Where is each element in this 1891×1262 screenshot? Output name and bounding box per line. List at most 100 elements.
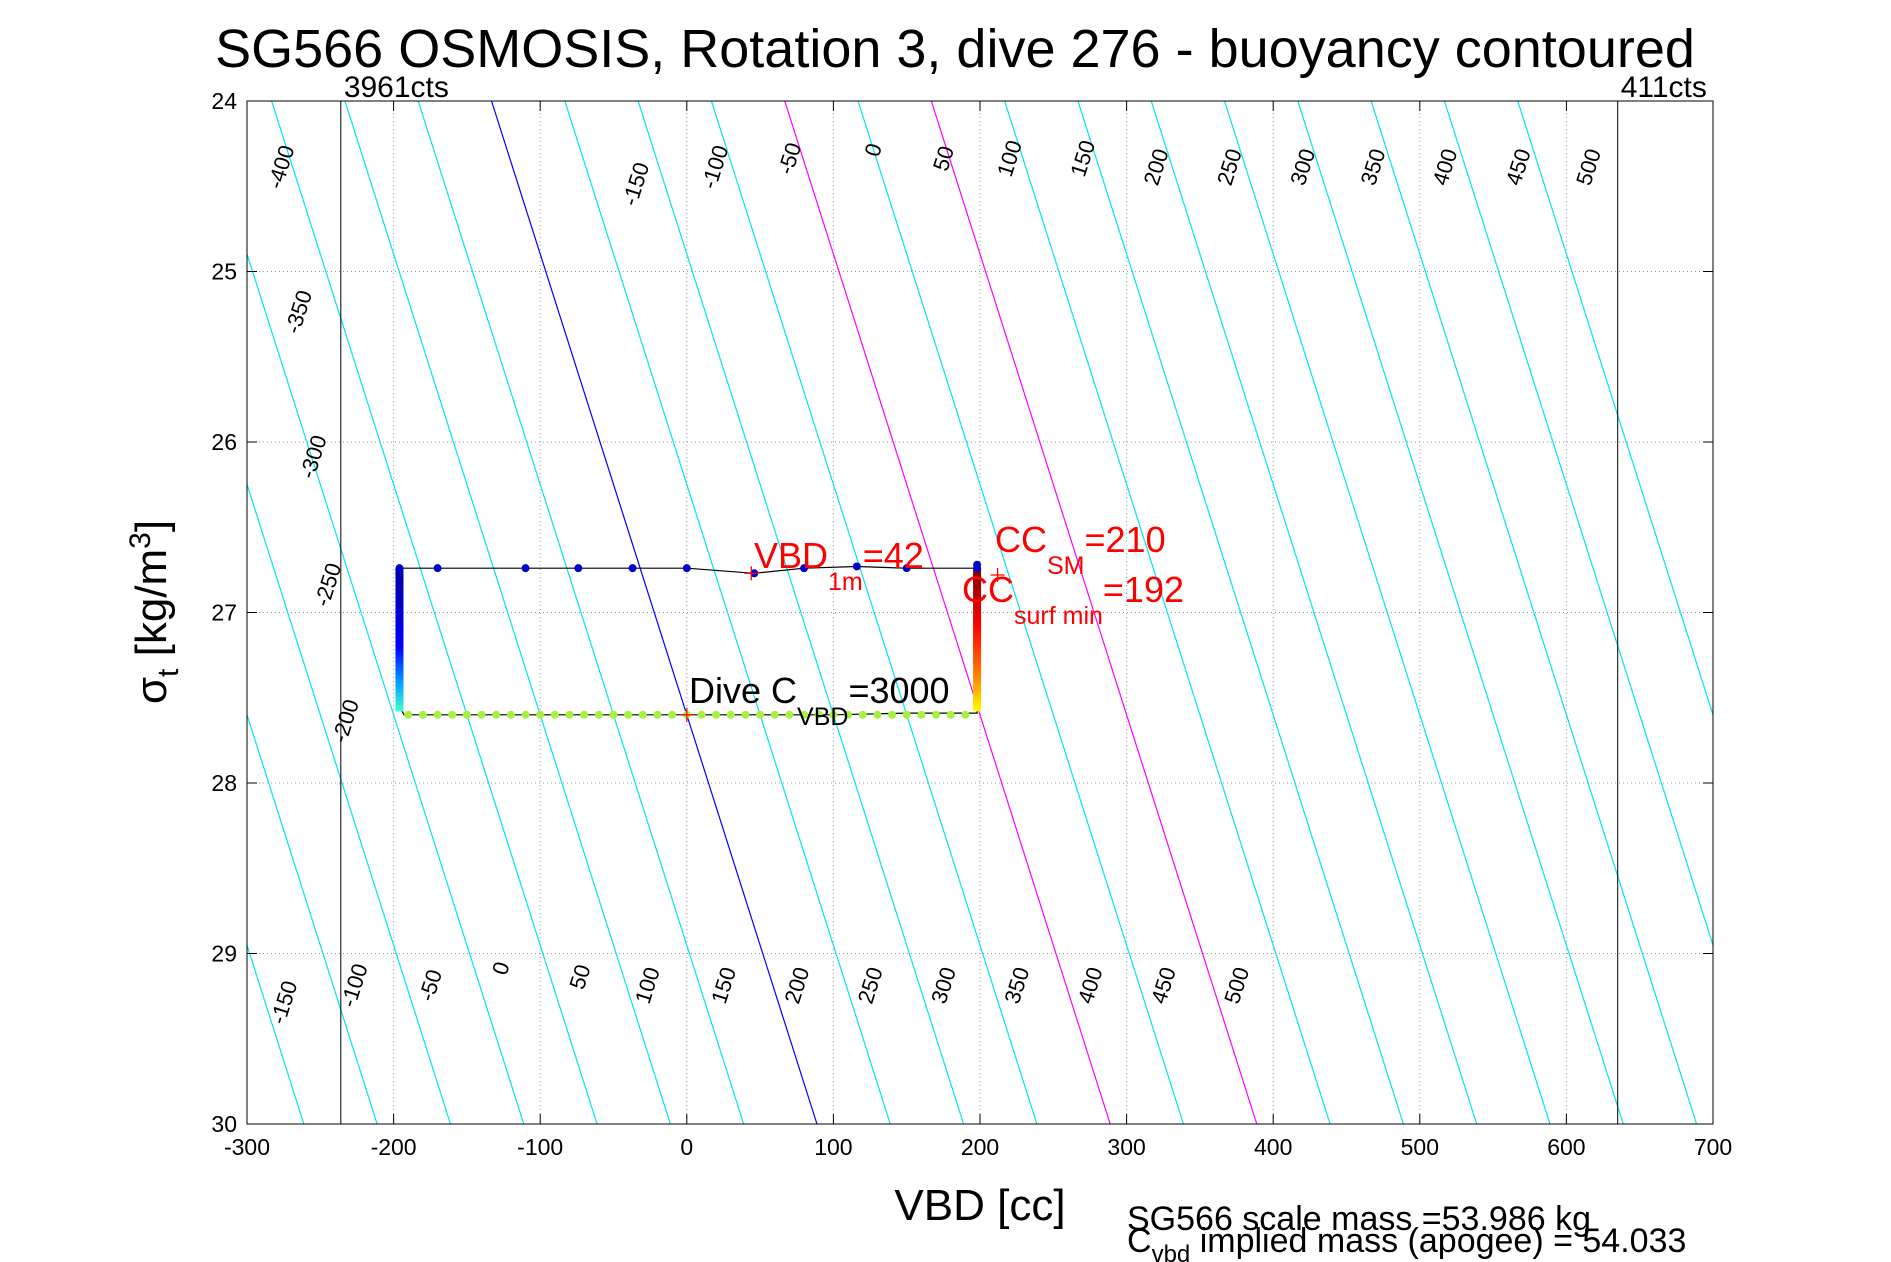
contour-line [344, 101, 671, 1124]
contour-line [247, 482, 452, 1124]
dive-value: =3000 [848, 670, 949, 711]
apogee-dot [932, 710, 941, 719]
contour-line [1297, 101, 1624, 1124]
svg-text:CCSM=210: CCSM=210 [995, 519, 1166, 580]
apogee-dot [712, 710, 721, 719]
surface-dot [682, 564, 691, 573]
annotation-ccsurf: CCsurf min=192 [962, 569, 1184, 630]
contour-line [930, 101, 1258, 1124]
count-lines: 3961cts 411cts [340, 71, 1707, 1124]
surface-dot [628, 564, 637, 573]
surface-dot [902, 564, 911, 573]
left-descent-segment [395, 568, 404, 712]
right-ascent-segment [973, 568, 982, 712]
apogee-dot [565, 710, 574, 719]
apogee-dot [492, 710, 501, 719]
surface-dot [852, 562, 861, 571]
y-tick-label: 24 [211, 88, 237, 114]
contour-line [490, 101, 818, 1124]
footer-scale-mass: SG566 scale mass =53.986 kg [1127, 1200, 1591, 1238]
surface-dot [973, 564, 982, 573]
plus-marker [744, 566, 759, 581]
apogee-dot [873, 710, 882, 719]
apogee-dot [785, 710, 794, 719]
footer-implied-rest: implied mass (apogee) = 54.033 [1190, 1222, 1686, 1260]
y-axis-label-units: [kg/m [127, 549, 176, 669]
apogee-dot [580, 710, 589, 719]
svg-text:Dive CVBD=3000: Dive CVBD=3000 [689, 670, 950, 731]
surface-dot [800, 564, 809, 573]
footer-implied-mass: Cvbd implied mass (apogee) = 54.033 [1127, 1222, 1686, 1262]
apogee-dot [404, 710, 413, 719]
apogee-dot [800, 710, 809, 719]
x-tick-label: 0 [680, 1134, 693, 1160]
y-axis-ticks: 24 25 26 27 28 29 30 [211, 88, 1713, 1137]
contour-line [1077, 101, 1404, 1124]
apogee-dot [506, 710, 515, 719]
apogee-dot [726, 710, 735, 719]
apogee-dot [462, 710, 471, 719]
x-tick-label: -300 [224, 1134, 270, 1160]
surface-dot [574, 564, 583, 573]
apogee-dot [624, 710, 633, 719]
apogee-dot [638, 710, 647, 719]
x-tick-label: 600 [1547, 1134, 1585, 1160]
y-tick-label: 30 [211, 1111, 237, 1137]
y-tick-label: 26 [211, 429, 237, 455]
apogee-dot [829, 710, 838, 719]
apogee-dot [888, 710, 897, 719]
apogee-dot [814, 710, 823, 719]
x-tick-label: 700 [1694, 1134, 1732, 1160]
footer-cvbd-main: C [1127, 1222, 1152, 1260]
apogee-dot [418, 710, 427, 719]
contour-line [1517, 101, 1713, 717]
surface-dot [521, 564, 530, 573]
ccsm-sub: SM [1047, 552, 1085, 580]
apogee-dot [741, 710, 750, 719]
profile-path [398, 565, 978, 716]
y-axis-label-close: ] [127, 520, 176, 532]
annotation-dive-cvbd: Dive CVBD=3000 [689, 670, 950, 731]
apogee-dot [756, 710, 765, 719]
apogee-dot [653, 710, 662, 719]
ccsm-value: =210 [1085, 519, 1166, 560]
x-tick-label: 300 [1107, 1134, 1145, 1160]
contour-line [710, 101, 1038, 1124]
apogee-dot [917, 710, 926, 719]
contour-line [1443, 101, 1713, 948]
annotation-vbd1m: VBD1m=42 [754, 535, 924, 596]
vbd1m-sub: 1m [828, 568, 863, 596]
ccsurf-main: CC [962, 569, 1014, 610]
x-axis-label: VBD [cc] [894, 1181, 1065, 1230]
grid-lines [247, 101, 1713, 1124]
x-tick-label: 500 [1401, 1134, 1439, 1160]
surface-dot [395, 564, 404, 573]
vbd1m-value: =42 [863, 535, 924, 576]
apogee-dot [433, 710, 442, 719]
apogee-dot [668, 710, 677, 719]
svg-text:VBD1m=42: VBD1m=42 [754, 535, 924, 596]
surface-dot [433, 564, 442, 573]
ccsurf-value: =192 [1103, 569, 1184, 610]
plus-marker [990, 567, 1005, 582]
apogee-dot [448, 710, 457, 719]
apogee-dot [550, 710, 559, 719]
apogee-dot [697, 710, 706, 719]
x-tick-label: 100 [814, 1134, 852, 1160]
y-tick-label: 28 [211, 770, 237, 796]
contour-line [271, 101, 598, 1124]
vbd1m-main: VBD [754, 535, 828, 576]
contour-line [0, 101, 84, 1124]
svg-text:CCsurf min=192: CCsurf min=192 [962, 569, 1184, 630]
apogee-dot [961, 710, 970, 719]
footer-cvbd-sub: vbd [1152, 1241, 1191, 1262]
contour-line [247, 712, 378, 1124]
apogee-dot [770, 710, 779, 719]
y-tick-label: 25 [211, 259, 237, 285]
x-tick-label: 200 [961, 1134, 999, 1160]
contour-line [1223, 101, 1551, 1124]
y-axis-label-sigma: σ [127, 677, 176, 704]
contour-line [564, 101, 891, 1124]
contour-lines [0, 101, 1713, 1124]
